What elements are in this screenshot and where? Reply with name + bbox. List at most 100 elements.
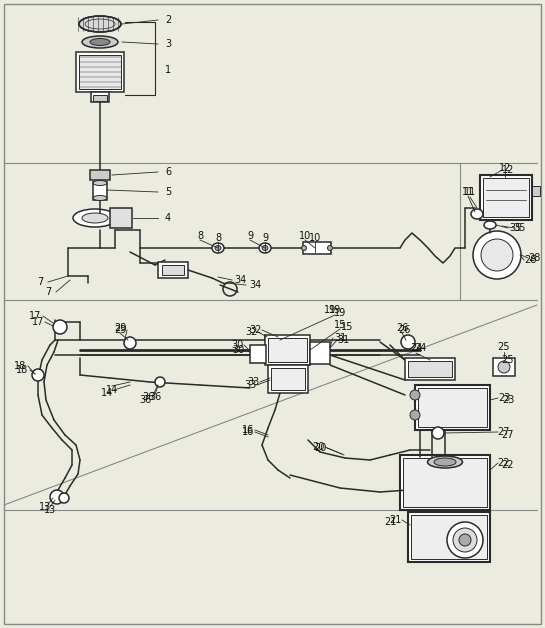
Circle shape (53, 320, 67, 334)
Text: 31: 31 (334, 333, 346, 343)
Text: 14: 14 (106, 385, 118, 395)
Bar (79, 55, 121, 89)
Circle shape (124, 337, 136, 349)
Text: 15: 15 (341, 322, 353, 332)
Ellipse shape (79, 16, 121, 32)
Circle shape (432, 427, 444, 439)
Ellipse shape (82, 36, 118, 48)
Circle shape (473, 231, 521, 279)
Bar (493, 358, 515, 376)
Text: 26: 26 (398, 325, 410, 335)
Circle shape (401, 335, 415, 349)
Text: 21: 21 (389, 515, 401, 525)
Text: 8: 8 (215, 233, 221, 243)
Text: 18: 18 (16, 365, 28, 375)
Bar (90, 170, 110, 180)
Ellipse shape (93, 195, 107, 200)
Text: 36: 36 (142, 392, 154, 402)
Bar (403, 458, 487, 507)
Bar (265, 335, 310, 365)
Text: 29: 29 (114, 323, 126, 333)
Bar (532, 186, 540, 196)
Text: 36: 36 (139, 395, 151, 405)
Text: 35: 35 (514, 223, 526, 233)
Text: 21: 21 (384, 517, 396, 527)
Text: 13: 13 (39, 502, 51, 512)
Circle shape (155, 377, 165, 387)
Bar (418, 388, 487, 427)
Bar (310, 342, 330, 364)
Text: 20: 20 (312, 442, 324, 452)
Text: 24: 24 (414, 343, 426, 353)
Text: 29: 29 (114, 325, 126, 335)
Text: 7: 7 (45, 287, 51, 297)
Text: 11: 11 (464, 187, 476, 197)
Text: 16: 16 (242, 425, 254, 435)
Text: 13: 13 (44, 505, 56, 515)
Ellipse shape (484, 221, 496, 229)
Text: 9: 9 (247, 231, 253, 241)
Text: 33: 33 (244, 380, 256, 390)
Bar (271, 368, 305, 390)
Text: 30: 30 (232, 345, 244, 355)
Bar (91, 92, 109, 102)
Text: 26: 26 (396, 323, 408, 333)
Text: 18: 18 (14, 361, 26, 371)
Text: 19: 19 (329, 305, 341, 315)
Text: 5: 5 (165, 187, 171, 197)
Ellipse shape (471, 209, 483, 219)
Text: 14: 14 (101, 388, 113, 398)
Text: 32: 32 (246, 327, 258, 337)
Circle shape (481, 239, 513, 271)
Text: 7: 7 (37, 277, 43, 287)
Bar (162, 265, 184, 275)
Text: 1: 1 (165, 65, 171, 75)
Ellipse shape (90, 38, 110, 45)
Ellipse shape (215, 246, 221, 251)
Bar (400, 455, 490, 510)
Bar (405, 358, 455, 380)
Text: 11: 11 (462, 187, 474, 197)
Bar (158, 262, 188, 278)
Text: 20: 20 (314, 443, 326, 453)
Bar (76, 52, 124, 92)
Text: 24: 24 (410, 343, 422, 353)
Ellipse shape (301, 246, 306, 251)
Circle shape (447, 522, 483, 558)
Text: 34: 34 (249, 280, 261, 290)
Text: 17: 17 (29, 311, 41, 321)
Text: 3: 3 (165, 39, 171, 49)
Bar (93, 95, 107, 101)
Text: 6: 6 (165, 167, 171, 177)
Bar (110, 208, 132, 228)
Bar (411, 515, 487, 559)
Text: 10: 10 (299, 231, 311, 241)
Text: 32: 32 (249, 325, 261, 335)
Bar (268, 338, 307, 362)
Text: 22: 22 (502, 460, 514, 470)
Text: 17: 17 (32, 317, 44, 327)
Bar (483, 178, 529, 217)
Text: 30: 30 (231, 340, 243, 350)
Circle shape (32, 369, 44, 381)
Bar (408, 512, 490, 562)
Text: 12: 12 (499, 163, 511, 173)
Circle shape (50, 490, 64, 504)
Text: 25: 25 (502, 355, 514, 365)
Text: 27: 27 (502, 430, 514, 440)
Ellipse shape (427, 456, 463, 468)
Ellipse shape (73, 209, 117, 227)
Bar (480, 175, 532, 220)
Text: 12: 12 (502, 165, 514, 175)
Text: 28: 28 (528, 253, 540, 263)
Circle shape (459, 534, 471, 546)
Text: 9: 9 (262, 233, 268, 243)
Ellipse shape (262, 246, 268, 251)
Ellipse shape (93, 180, 107, 185)
Bar (408, 361, 452, 377)
Text: 27: 27 (498, 427, 510, 437)
Circle shape (59, 493, 69, 503)
Bar (93, 182, 107, 200)
Bar (250, 345, 266, 363)
Text: 8: 8 (197, 231, 203, 241)
